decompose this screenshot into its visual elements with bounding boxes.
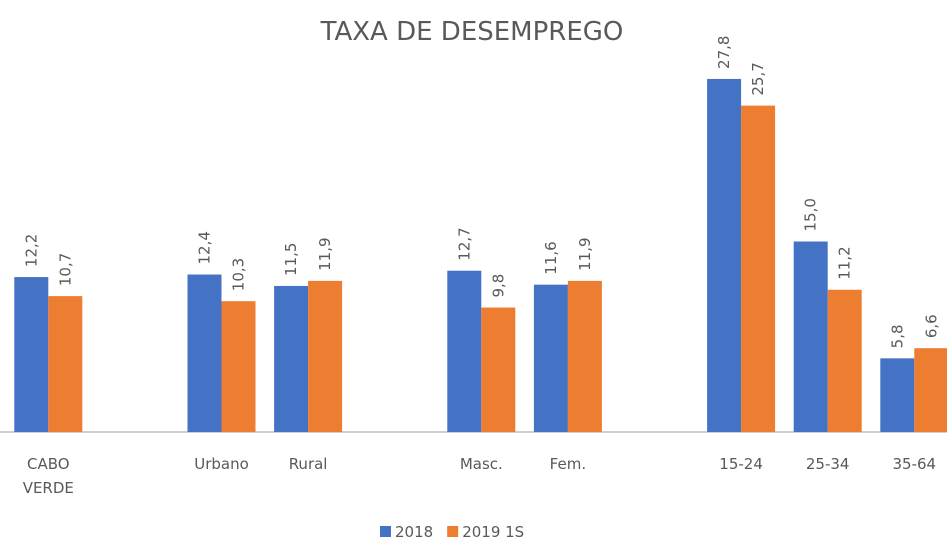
x-tick-label: Masc.: [459, 455, 503, 473]
data-label: 11,5: [282, 243, 300, 276]
legend-swatch: [380, 526, 391, 537]
bar: [707, 78, 742, 432]
data-label: 5,8: [888, 324, 906, 348]
x-tick-label: Fem.: [549, 455, 587, 473]
x-tick-label: Urbano: [194, 455, 249, 473]
x-tick-label: Rural: [288, 455, 328, 473]
legend-label: 2019 1S: [462, 523, 524, 541]
bar: [533, 284, 568, 432]
data-label: 12,4: [196, 231, 214, 264]
bar: [187, 274, 222, 432]
bar: [274, 285, 309, 432]
x-tick-label: CABO VERDE: [22, 455, 74, 497]
bar: [48, 296, 83, 432]
bar: [308, 280, 343, 432]
legend-label: 2018: [395, 523, 433, 541]
data-label: 27,8: [715, 36, 733, 69]
bar: [880, 358, 915, 432]
bar: [14, 277, 49, 432]
bar: [741, 105, 776, 433]
data-label: 25,7: [749, 62, 767, 95]
data-label: 11,9: [576, 237, 594, 270]
data-label: 9,8: [489, 274, 507, 298]
data-label: 11,6: [542, 241, 560, 274]
data-label: 12,2: [22, 234, 40, 267]
data-label: 15,0: [802, 198, 820, 231]
bar: [914, 348, 947, 432]
bar: [827, 289, 862, 432]
x-tick-label: 25-34: [805, 455, 850, 473]
bar: [221, 301, 256, 432]
chart-title: TAXA DE DESEMPREGO: [320, 17, 624, 47]
bar: [567, 280, 602, 432]
data-label: 10,7: [56, 253, 74, 286]
legend-swatch: [447, 526, 459, 537]
bar: [481, 307, 516, 432]
bar: [447, 270, 482, 432]
data-label: 6,6: [922, 314, 940, 338]
x-tick-label: 35-64: [892, 455, 937, 473]
data-label: 11,9: [316, 237, 334, 270]
data-label: 10,3: [230, 258, 248, 291]
data-label: 11,2: [836, 246, 854, 279]
data-label: 12,7: [455, 227, 473, 260]
bar: [793, 241, 828, 432]
x-tick-label: 15-24: [719, 455, 763, 473]
